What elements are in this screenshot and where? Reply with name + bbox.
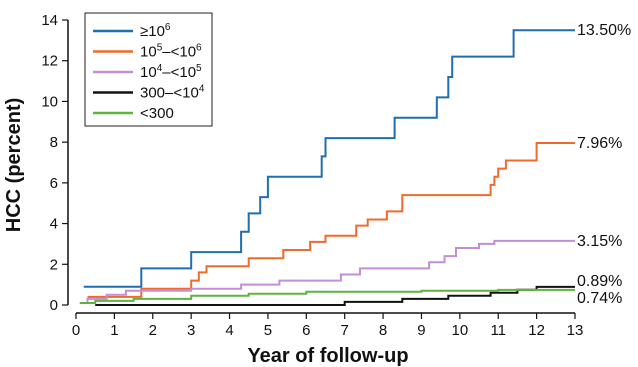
- x-tick-label: 3: [187, 322, 195, 339]
- legend-label-4: <300: [140, 105, 174, 122]
- x-tick-label: 1: [110, 322, 118, 339]
- x-tick-label: 8: [379, 322, 387, 339]
- end-label-2: 3.15%: [577, 233, 622, 250]
- y-tick-label: 0: [50, 297, 58, 314]
- legend: ≥106 105–<106 104–<105 300–<104 <300: [84, 12, 213, 127]
- x-tick-label: 11: [490, 322, 506, 339]
- series-line-4: [79, 288, 575, 304]
- y-tick-label: 6: [50, 175, 58, 192]
- legend-label-1: 105–<106: [140, 43, 202, 61]
- x-tick-label: 9: [417, 322, 425, 339]
- end-label-0: 13.50%: [577, 22, 631, 39]
- legend-label-3: 300–<104: [140, 84, 205, 102]
- x-tick-label: 6: [302, 322, 310, 339]
- x-tick-label: 4: [225, 322, 233, 339]
- x-tick-label: 7: [341, 322, 349, 339]
- axes: [67, 20, 575, 314]
- plot-area: [79, 29, 575, 306]
- legend-label-2: 104–<105: [140, 63, 202, 81]
- end-label-1: 7.96%: [577, 135, 622, 152]
- legend-label-0: ≥106: [140, 22, 171, 40]
- y-tick-label: 8: [50, 134, 58, 151]
- end-label-4: 0.74%: [577, 290, 622, 307]
- x-tick-label: 5: [264, 322, 272, 339]
- end-label-3: 0.89%: [577, 273, 622, 290]
- y-tick-label: 10: [41, 93, 58, 110]
- x-tick-label: 12: [528, 322, 545, 339]
- series-line-1: [87, 142, 575, 298]
- x-tick-label: 13: [567, 322, 584, 339]
- x-tick-label: 0: [72, 322, 80, 339]
- series-line-0: [83, 29, 575, 288]
- y-axis-title: HCC (percent): [3, 98, 25, 232]
- y-tick-label: 14: [41, 12, 58, 29]
- end-labels: 13.50% 7.96% 3.15% 0.89%0.74%: [577, 22, 631, 307]
- y-tick-label: 12: [41, 53, 58, 70]
- y-tick-label: 4: [50, 216, 58, 233]
- y-tick-label: 2: [50, 256, 58, 273]
- x-tick-label: 2: [149, 322, 157, 339]
- series-line-2: [79, 239, 575, 304]
- x-tick-label: 10: [452, 322, 469, 339]
- x-axis-title: Year of follow-up: [247, 345, 408, 367]
